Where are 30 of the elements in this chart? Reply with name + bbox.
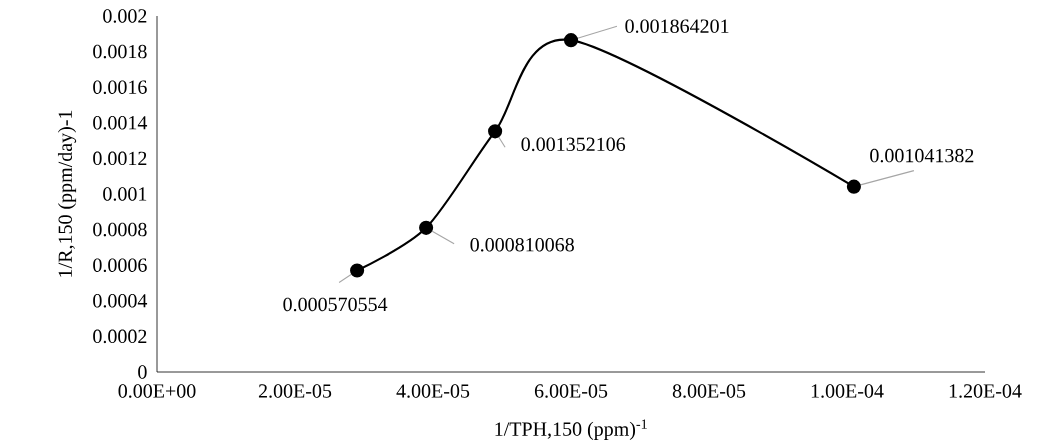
point xyxy=(350,263,365,278)
x-tick-label: 1.00E-04 xyxy=(811,384,884,398)
y-tick-label: 0.0002 xyxy=(93,329,147,344)
x-tick-label: 8.00E-05 xyxy=(672,384,746,398)
y-tick-label: 0.0018 xyxy=(93,44,147,59)
point xyxy=(563,33,579,48)
data-label: 0.000570554 xyxy=(283,297,388,312)
data-label: 0.001352106 xyxy=(521,137,626,152)
x-axis-title: 1/TPH,150 (ppm)$^{-1}$ xyxy=(495,419,647,440)
point xyxy=(419,220,434,235)
data-label: 0.001041382 xyxy=(870,148,974,163)
x-tick-label: 6.00E-05 xyxy=(534,384,608,398)
point xyxy=(846,179,861,194)
y-tick-label: 0.0016 xyxy=(93,80,147,94)
y-tick-label: 0.0008 xyxy=(93,222,147,237)
y-tick-label: 0.0006 xyxy=(93,258,147,272)
y-tick-label: 0.0012 xyxy=(93,151,147,166)
data-label: 0.001864201 xyxy=(625,19,729,33)
y-axis-title: 1/R,150 (ppm/day)-1 xyxy=(57,110,77,277)
x-tick-label: 0.00E+00 xyxy=(118,384,196,398)
y-tick-label: 0 xyxy=(138,365,147,379)
y-tick-label: 0.0004 xyxy=(93,294,148,308)
y-tick-label: 0.0014 xyxy=(93,116,148,130)
x-tick-label: 1.20E-04 xyxy=(949,384,1022,398)
y-tick-label: 0.001 xyxy=(103,187,147,201)
data-label: 0.000810068 xyxy=(470,238,574,252)
y-tick-label: 0.002 xyxy=(103,9,147,23)
x-tick-label: 2.00E-05 xyxy=(258,384,332,398)
point xyxy=(488,124,503,139)
x-tick-label: 4.00E-05 xyxy=(396,384,470,398)
